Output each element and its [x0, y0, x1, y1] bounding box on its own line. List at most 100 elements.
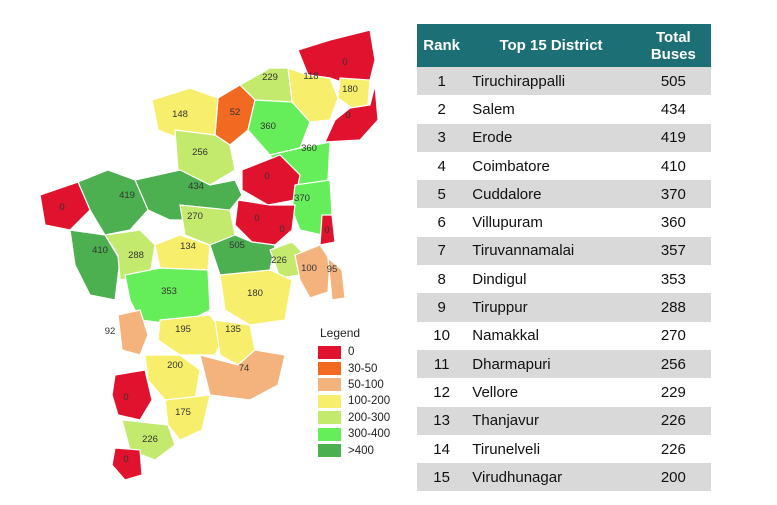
cell-district: Villupuram — [466, 208, 636, 237]
region-label: 134 — [180, 241, 196, 252]
region-label: 410 — [92, 245, 108, 256]
cell-district: Dindigul — [466, 265, 636, 294]
legend-item: 50-100 — [318, 377, 438, 393]
cell-rank: 3 — [417, 123, 467, 152]
table-row: 9 Tiruppur 288 — [417, 293, 711, 322]
cell-district: Namakkal — [466, 321, 636, 350]
legend-label: 200-300 — [348, 411, 391, 424]
region-label: 0 — [279, 224, 284, 235]
district-region — [39, 181, 91, 231]
table-row: 15 Virudhunagar 200 — [417, 463, 711, 492]
legend-label: >400 — [348, 444, 374, 457]
table-row: 6 Villupuram 360 — [417, 208, 711, 237]
district-region — [111, 369, 153, 421]
table-row: 13 Thanjavur 226 — [417, 406, 711, 435]
region-label: 180 — [342, 84, 358, 95]
region-label: 288 — [128, 250, 144, 261]
cell-total-buses: 226 — [635, 434, 711, 464]
cell-district: Erode — [466, 123, 636, 152]
cell-rank: 4 — [417, 151, 467, 181]
table-row: 14 Tirunelveli 226 — [417, 434, 711, 464]
cell-district: Vellore — [466, 378, 636, 407]
region-label: 270 — [187, 211, 203, 222]
district-region — [324, 84, 379, 143]
cell-rank: 6 — [417, 208, 467, 237]
region-label: 0 — [264, 171, 269, 182]
cell-total-buses: 370 — [635, 180, 711, 209]
region-label: 200 — [167, 360, 183, 371]
cell-district: Cuddalore — [466, 180, 636, 209]
region-label: 226 — [271, 255, 287, 266]
legend-swatch — [318, 378, 341, 392]
legend-rows: 0 30-50 50-100 100-200 200-300 300-400 >400 — [318, 344, 438, 459]
table-row: 8 Dindigul 353 — [417, 265, 711, 294]
legend-label: 300-400 — [348, 428, 391, 441]
legend-item: 100-200 — [318, 393, 438, 409]
legend-item: 300-400 — [318, 426, 438, 442]
region-label: 0 — [345, 110, 350, 121]
legend-label: 0 — [348, 346, 355, 359]
cell-rank: 9 — [417, 293, 467, 322]
legend-swatch — [318, 394, 341, 408]
district-region — [157, 314, 226, 356]
region-label: 419 — [119, 190, 135, 201]
region-label: 92 — [105, 326, 116, 337]
legend-swatch — [318, 444, 341, 458]
district-region — [234, 199, 296, 246]
table-row: 10 Namakkal 270 — [417, 321, 711, 350]
table-row: 3 Erode 419 — [417, 123, 711, 152]
region-label: 505 — [229, 240, 245, 251]
cell-total-buses: 410 — [635, 151, 711, 181]
region-label: 135 — [225, 324, 241, 335]
cell-district: Salem — [466, 95, 636, 124]
region-label: 195 — [175, 324, 191, 335]
legend-swatch — [318, 345, 341, 359]
region-label: 74 — [239, 363, 250, 374]
district-region — [219, 269, 293, 326]
district-region — [117, 309, 149, 356]
legend-label: 30-50 — [348, 362, 378, 375]
legend-item: >400 — [318, 442, 438, 458]
cell-total-buses: 256 — [635, 349, 711, 379]
cell-district: Tirunelveli — [466, 434, 636, 464]
district-region — [327, 256, 346, 301]
district-region — [111, 447, 143, 481]
district-region — [294, 244, 331, 299]
cell-district: Coimbatore — [466, 151, 636, 181]
region-label: 353 — [161, 286, 177, 297]
cell-district: Thanjavur — [466, 406, 636, 435]
cell-total-buses: 505 — [635, 67, 711, 96]
region-label: 100 — [301, 263, 317, 274]
header-rank: Rank — [417, 24, 467, 67]
region-label: 0 — [123, 454, 128, 465]
table-row: 4 Coimbatore 410 — [417, 151, 711, 181]
cell-rank: 14 — [417, 434, 467, 464]
header-total-buses: Total Buses — [635, 24, 711, 67]
cell-rank: 10 — [417, 321, 467, 350]
cell-rank: 12 — [417, 378, 467, 407]
cell-district: Virudhunagar — [466, 463, 636, 492]
region-label: 229 — [262, 72, 278, 83]
district-region — [77, 169, 149, 236]
region-label: 434 — [188, 181, 204, 192]
legend-title: Legend — [320, 326, 361, 340]
region-label: 0 — [342, 57, 347, 68]
legend-label: 100-200 — [348, 395, 391, 408]
region-label: 148 — [172, 109, 188, 120]
region-label: 0 — [324, 225, 329, 236]
region-labels: 229 118 180 0 0 148 52 360 256 360 0 0 3… — [59, 57, 358, 465]
cell-district: Tiruchirappalli — [466, 67, 636, 96]
table-row: 7 Tiruvannamalai 357 — [417, 236, 711, 266]
region-label: 0 — [123, 392, 128, 403]
table-row: 12 Vellore 229 — [417, 378, 711, 407]
cell-total-buses: 434 — [635, 95, 711, 124]
legend-swatch — [318, 427, 341, 441]
table-row: 5 Cuddalore 370 — [417, 180, 711, 209]
map-legend: Legend 0 30-50 50-100 100-200 200-300 300-400… — [318, 326, 438, 459]
cell-total-buses: 288 — [635, 293, 711, 322]
region-label: 370 — [294, 193, 310, 204]
table-row: 1 Tiruchirappalli 505 — [417, 67, 711, 96]
table-body: 1 Tiruchirappalli 505 2 Salem 434 3 Erode 419 4 Co… — [417, 67, 711, 492]
district-region — [134, 169, 243, 221]
district-region — [164, 394, 211, 441]
